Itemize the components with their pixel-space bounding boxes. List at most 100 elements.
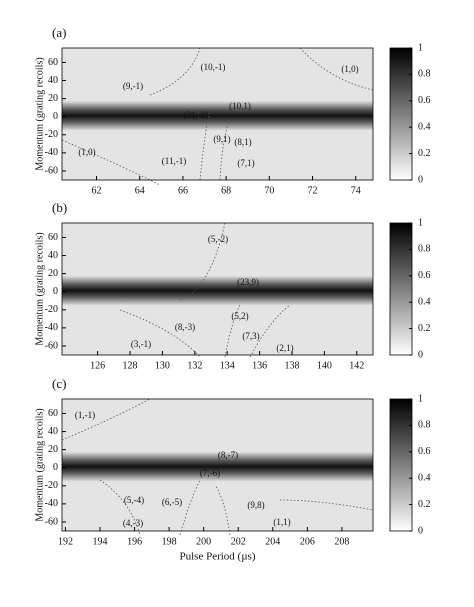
plot-frame xyxy=(61,47,374,181)
colorbar-tick-label: 0.6 xyxy=(418,446,431,457)
y-tick-label: 0 xyxy=(53,286,58,297)
x-tick-label: 140 xyxy=(317,360,332,371)
annotation: (2,1) xyxy=(276,343,293,353)
y-axis-label: Momentum (grating recoils) xyxy=(34,232,45,345)
x-tick-label: 208 xyxy=(334,536,349,547)
x-tick-label: 202 xyxy=(231,536,246,547)
panel-label: (c) xyxy=(52,376,66,391)
annotation: (6,-5) xyxy=(162,497,182,507)
x-tick-label: 142 xyxy=(349,360,364,371)
annotation: (9,1) xyxy=(213,134,230,144)
y-tick-label: 20 xyxy=(48,93,58,104)
annotation: (4,-3) xyxy=(123,518,143,528)
x-tick-label: 128 xyxy=(123,360,138,371)
colorbar-tick-label: 1 xyxy=(418,42,423,53)
annotation: (5,2) xyxy=(231,311,248,321)
y-tick-label: -60 xyxy=(45,340,58,351)
resonance-curve xyxy=(179,222,226,301)
y-tick-label: -60 xyxy=(45,165,58,176)
panel-label: (a) xyxy=(52,25,66,40)
x-tick-label: 134 xyxy=(220,360,235,371)
annotation: (1,0) xyxy=(341,64,358,74)
annotation: (9,8) xyxy=(247,500,264,510)
resonance-curve xyxy=(214,484,231,536)
y-tick-label: 20 xyxy=(48,268,58,279)
annotation: (21,-2) xyxy=(184,110,209,120)
x-tick-label: 132 xyxy=(187,360,202,371)
y-tick-label: 40 xyxy=(48,426,58,437)
colorbar-tick-label: 0.2 xyxy=(418,499,431,510)
y-axis-label: Momentum (grating recoils) xyxy=(34,408,45,521)
annotation: (5,-4) xyxy=(124,495,144,505)
colorbar-tick-label: 0.4 xyxy=(418,121,431,132)
y-tick-label: -20 xyxy=(45,304,58,315)
x-axis-label: Pulse Period (µs) xyxy=(179,551,255,563)
colorbar-tick-label: 1 xyxy=(418,393,423,404)
y-axis-label: Momentum (grating recoils) xyxy=(34,57,45,170)
colorbar-tick-label: 0.4 xyxy=(418,296,431,307)
colorbar-tick-label: 0.2 xyxy=(418,323,431,334)
y-tick-label: 60 xyxy=(48,232,58,243)
x-tick-label: 198 xyxy=(162,536,177,547)
resonance-curve xyxy=(179,479,201,536)
x-tick-label: 70 xyxy=(264,185,274,196)
resonance-curve xyxy=(224,304,241,358)
y-tick-label: 0 xyxy=(53,462,58,473)
x-tick-label: 126 xyxy=(90,360,105,371)
resonance-curve xyxy=(119,309,201,358)
resonance-curve xyxy=(61,398,151,441)
y-tick-label: 40 xyxy=(48,250,58,261)
y-tick-label: 60 xyxy=(48,408,58,419)
colorbar xyxy=(389,398,413,532)
heatmap-band xyxy=(62,100,373,131)
x-tick-label: 196 xyxy=(127,536,142,547)
annotation: (8,1) xyxy=(234,137,251,147)
annotation: (11,-1) xyxy=(162,156,186,166)
colorbar-tick-label: 0.2 xyxy=(418,148,431,159)
resonance-curve xyxy=(249,304,291,358)
colorbar-tick-label: 0.8 xyxy=(418,69,431,80)
heatmap-band xyxy=(62,451,373,482)
x-tick-label: 62 xyxy=(92,185,102,196)
y-tick-label: -20 xyxy=(45,480,58,491)
resonance-curve xyxy=(299,47,374,91)
x-tick-label: 66 xyxy=(178,185,188,196)
colorbar-tick-label: 0.8 xyxy=(418,244,431,255)
y-tick-label: 40 xyxy=(48,75,58,86)
resonance-curve xyxy=(279,499,374,511)
x-tick-label: 206 xyxy=(300,536,315,547)
colorbar-tick-label: 1 xyxy=(418,217,423,228)
colorbar xyxy=(389,222,413,356)
colorbar-tick-label: 0.6 xyxy=(418,95,431,106)
colorbar-tick-label: 0.4 xyxy=(418,472,431,483)
annotation: (3,-1) xyxy=(131,339,151,349)
annotation: (10,1) xyxy=(229,101,251,111)
plot-frame xyxy=(61,398,374,532)
x-tick-label: 204 xyxy=(265,536,280,547)
x-tick-label: 130 xyxy=(155,360,170,371)
annotation: (9,-1) xyxy=(123,81,143,91)
annotation: (1,1) xyxy=(273,517,290,527)
x-tick-label: 64 xyxy=(135,185,145,196)
resonance-curve xyxy=(219,117,231,181)
x-tick-label: 72 xyxy=(308,185,318,196)
colorbar-tick-label: 0.6 xyxy=(418,270,431,281)
heatmap-band xyxy=(62,275,373,306)
y-tick-label: -40 xyxy=(45,322,58,333)
y-tick-label: -20 xyxy=(45,129,58,140)
colorbar-tick-label: 0 xyxy=(418,174,423,185)
x-tick-label: 74 xyxy=(351,185,361,196)
x-tick-label: 200 xyxy=(196,536,211,547)
annotation: (10,-1) xyxy=(201,62,226,72)
x-tick-label: 136 xyxy=(252,360,267,371)
y-tick-label: 60 xyxy=(48,57,58,68)
x-tick-label: 138 xyxy=(285,360,300,371)
x-tick-label: 192 xyxy=(58,536,73,547)
resonance-curve xyxy=(149,47,201,96)
annotation: (5,-2) xyxy=(208,234,228,244)
panel-label: (b) xyxy=(52,200,67,215)
colorbar xyxy=(389,47,413,181)
annotation: (7,3) xyxy=(242,331,259,341)
plot-frame xyxy=(61,222,374,356)
